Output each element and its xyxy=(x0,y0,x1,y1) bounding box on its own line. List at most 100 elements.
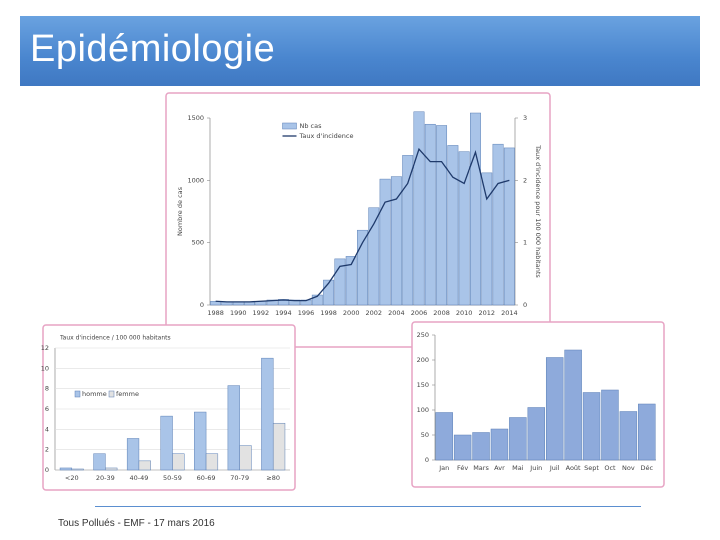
x-tick-label: <20 xyxy=(65,474,79,482)
y-tick-label: 4 xyxy=(45,425,49,433)
x-tick-label: Juil xyxy=(549,464,560,472)
bar xyxy=(509,417,527,461)
y-tick-label: 50 xyxy=(421,431,429,439)
bar xyxy=(172,453,185,471)
bar xyxy=(545,357,564,461)
bar xyxy=(261,357,274,471)
x-tick-label: 1996 xyxy=(298,309,315,317)
y-tick-label: 12 xyxy=(41,344,49,352)
bar xyxy=(490,428,509,461)
bar xyxy=(59,467,73,471)
bar xyxy=(205,453,219,471)
x-tick-label: 2006 xyxy=(411,309,428,317)
y-axis-label: Nombre de cas xyxy=(176,186,184,236)
x-tick-label: 40-49 xyxy=(129,474,148,482)
x-tick-label: 1992 xyxy=(253,309,270,317)
bar xyxy=(402,155,414,306)
bar xyxy=(601,389,619,461)
bar xyxy=(564,349,582,461)
footer-rule xyxy=(95,506,641,507)
bar xyxy=(435,412,453,461)
legend-swatch xyxy=(74,390,81,398)
bar xyxy=(582,392,601,461)
bar xyxy=(105,467,118,471)
y-tick-label: 6 xyxy=(45,405,49,413)
legend-label: homme xyxy=(82,390,107,398)
y-tick-label: 100 xyxy=(417,406,429,414)
x-tick-label: Déc xyxy=(641,464,654,472)
bar xyxy=(239,445,252,471)
bar xyxy=(492,143,504,306)
x-tick-label: 1994 xyxy=(275,309,292,317)
bar xyxy=(453,434,472,461)
y-tick-label: 200 xyxy=(417,356,429,364)
x-tick-label: Mars xyxy=(473,464,489,472)
x-tick-label: 2002 xyxy=(366,309,383,317)
bar xyxy=(413,111,425,306)
x-tick-label: 2010 xyxy=(456,309,473,317)
bar xyxy=(311,294,323,306)
bar xyxy=(472,432,490,461)
slide-title: Epidémiologie xyxy=(30,28,276,70)
y-tick-label: 500 xyxy=(192,239,204,247)
bar xyxy=(93,453,106,471)
bar xyxy=(447,145,459,306)
bar xyxy=(470,112,481,306)
bar xyxy=(160,415,173,471)
y2-tick-label: 1 xyxy=(523,239,527,247)
x-tick-label: 1990 xyxy=(230,309,247,317)
x-tick-label: Avr xyxy=(494,464,505,472)
footer-text: Tous Pollués - EMF - 17 mars 2016 xyxy=(58,518,215,529)
x-tick-label: 2004 xyxy=(388,309,405,317)
y-tick-label: 250 xyxy=(417,331,429,339)
x-tick-label: Fév xyxy=(457,464,468,472)
bar xyxy=(458,151,470,306)
bar xyxy=(390,176,402,306)
bar xyxy=(227,385,240,471)
bar xyxy=(194,411,207,471)
legend-label: femme xyxy=(116,390,139,398)
legend-label: Nb cas xyxy=(300,122,323,130)
y2-tick-label: 2 xyxy=(523,176,527,184)
legend-swatch xyxy=(108,390,115,398)
x-tick-label: Mai xyxy=(512,464,524,472)
x-tick-label: 2014 xyxy=(501,309,518,317)
y-tick-label: 1500 xyxy=(187,114,204,122)
x-tick-label: ≥80 xyxy=(266,474,280,482)
y-tick-label: 10 xyxy=(41,364,49,372)
x-tick-label: 70-79 xyxy=(230,474,249,482)
bar xyxy=(481,172,493,306)
y-tick-label: 150 xyxy=(417,381,429,389)
bar xyxy=(71,468,84,471)
bar xyxy=(138,460,151,471)
bar xyxy=(503,147,515,306)
x-tick-label: 1988 xyxy=(207,309,224,317)
y-tick-label: 8 xyxy=(45,385,49,393)
chart-title: Taux d'incidence / 100 000 habitants xyxy=(59,335,171,342)
bar xyxy=(323,279,335,306)
bar xyxy=(436,125,448,306)
legend-swatch xyxy=(282,122,297,130)
legend-label: Taux d'incidence xyxy=(299,132,354,140)
bar xyxy=(334,258,346,306)
x-tick-label: Oct xyxy=(604,464,616,472)
y-tick-label: 0 xyxy=(200,301,204,309)
x-tick-label: 50-59 xyxy=(163,474,182,482)
bar xyxy=(210,301,222,306)
bar xyxy=(357,229,368,306)
bar xyxy=(272,422,286,471)
x-tick-label: 2000 xyxy=(343,309,360,317)
x-tick-label: Jan xyxy=(438,464,449,472)
bar xyxy=(345,256,357,306)
bar xyxy=(379,178,391,306)
x-tick-label: 20-39 xyxy=(96,474,115,482)
x-tick-label: Nov xyxy=(622,464,635,472)
y-tick-label: 0 xyxy=(45,466,49,474)
y-tick-label: 2 xyxy=(45,446,49,454)
bar xyxy=(424,123,436,306)
y2-tick-label: 3 xyxy=(523,114,527,122)
x-tick-label: 2012 xyxy=(478,309,495,317)
x-tick-label: 60-69 xyxy=(197,474,216,482)
